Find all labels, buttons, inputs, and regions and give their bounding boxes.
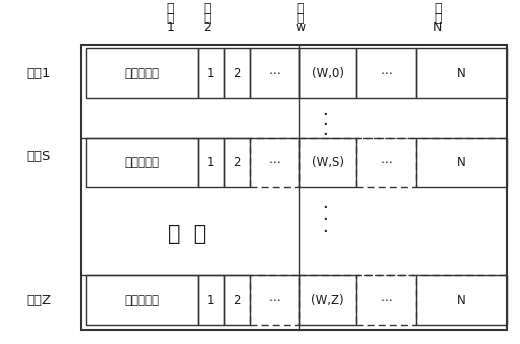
Text: 帧: 帧 — [167, 12, 174, 25]
Text: N: N — [457, 156, 466, 169]
Text: (W,Z): (W,Z) — [311, 294, 344, 307]
Text: 2: 2 — [233, 294, 240, 307]
Bar — [299, 48, 356, 98]
Bar — [250, 138, 299, 187]
Text: 全  帧: 全 帧 — [168, 224, 206, 244]
Text: ·: · — [322, 116, 328, 134]
Text: ·: · — [322, 106, 328, 123]
Bar — [416, 275, 507, 325]
Text: ·: · — [322, 211, 328, 229]
Bar — [250, 275, 299, 325]
Bar — [81, 45, 507, 330]
Text: ⋯: ⋯ — [268, 294, 280, 307]
Bar — [198, 48, 224, 98]
Text: 子帤同步码: 子帤同步码 — [124, 67, 159, 79]
Text: 帧: 帧 — [297, 12, 304, 25]
Bar — [299, 138, 356, 187]
Bar — [416, 48, 507, 98]
Text: 子帤1: 子帤1 — [27, 67, 51, 80]
Text: ·: · — [322, 223, 328, 241]
Text: 帧: 帧 — [203, 12, 211, 25]
Bar — [250, 48, 299, 98]
Text: 子帤同步码: 子帤同步码 — [124, 294, 159, 307]
Text: w: w — [295, 21, 306, 34]
Text: 2: 2 — [203, 21, 211, 34]
Text: 1: 1 — [207, 67, 214, 79]
Bar — [299, 275, 356, 325]
Text: (W,0): (W,0) — [311, 67, 344, 79]
Bar — [198, 275, 224, 325]
Bar — [356, 48, 416, 98]
Text: 副: 副 — [297, 2, 304, 15]
Bar — [86, 275, 198, 325]
Text: ⋯: ⋯ — [268, 67, 280, 79]
Text: 1: 1 — [207, 294, 214, 307]
Bar — [356, 275, 416, 325]
Text: N: N — [457, 67, 466, 79]
Text: 2: 2 — [233, 67, 240, 79]
Text: ·: · — [322, 126, 328, 144]
Text: N: N — [457, 294, 466, 307]
Text: 子帤Z: 子帤Z — [27, 294, 51, 308]
Bar — [224, 275, 250, 325]
Bar — [224, 138, 250, 187]
Text: (W,S): (W,S) — [311, 156, 344, 169]
Text: 1: 1 — [166, 21, 175, 34]
Text: 子帤S: 子帤S — [27, 150, 51, 163]
Bar — [198, 138, 224, 187]
Text: ⋯: ⋯ — [380, 156, 392, 169]
Text: 子帤同步码: 子帤同步码 — [124, 156, 159, 169]
Text: 副: 副 — [167, 2, 174, 15]
Text: ⋯: ⋯ — [380, 67, 392, 79]
Text: 副: 副 — [434, 2, 441, 15]
Text: 帧: 帧 — [434, 12, 441, 25]
Text: ⋯: ⋯ — [268, 156, 280, 169]
Text: ⋯: ⋯ — [380, 294, 392, 307]
Bar — [86, 48, 198, 98]
Bar — [224, 48, 250, 98]
Bar — [416, 138, 507, 187]
Bar — [86, 138, 198, 187]
Text: 副: 副 — [203, 2, 211, 15]
Text: 1: 1 — [207, 156, 214, 169]
Bar — [356, 138, 416, 187]
Text: N: N — [433, 21, 443, 34]
Text: ·: · — [322, 199, 328, 217]
Text: 2: 2 — [233, 156, 240, 169]
